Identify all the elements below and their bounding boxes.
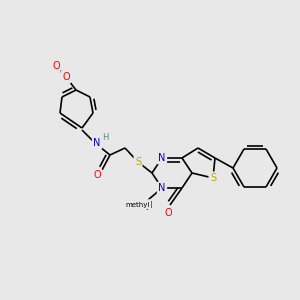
Text: O: O [164, 208, 172, 218]
Text: S: S [210, 173, 216, 183]
Text: H: H [102, 133, 108, 142]
Text: N: N [158, 183, 166, 193]
Text: O: O [93, 170, 101, 180]
Text: N: N [158, 153, 166, 163]
Text: methyl: methyl [127, 200, 153, 209]
Text: O: O [62, 72, 70, 82]
Text: N: N [93, 138, 101, 148]
Text: O: O [52, 61, 60, 71]
Text: methyl: methyl [127, 200, 153, 209]
Text: methyl: methyl [126, 202, 150, 208]
Text: S: S [135, 157, 141, 167]
